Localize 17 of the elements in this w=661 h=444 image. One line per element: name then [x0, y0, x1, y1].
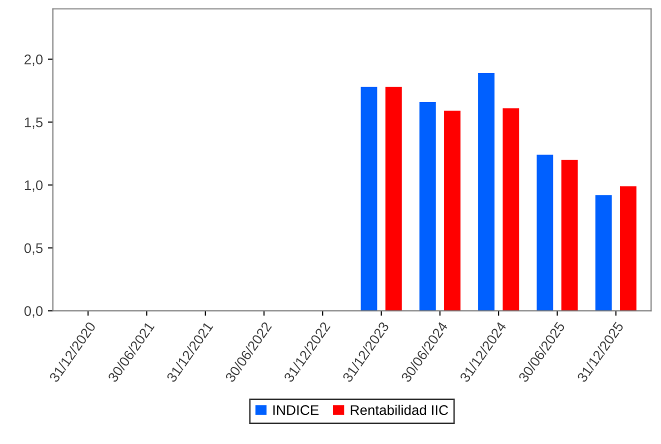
- bar: [502, 108, 520, 311]
- y-tick-label: 2,0: [24, 54, 43, 66]
- bar: [561, 160, 578, 311]
- bar: [360, 86, 378, 311]
- y-tick-label: 0,5: [24, 243, 43, 255]
- y-tick-label: 1,0: [24, 180, 43, 192]
- bar: [385, 86, 402, 311]
- legend-label: INDICE: [273, 405, 319, 416]
- y-tick-label: 0,0: [24, 306, 43, 318]
- bar: [620, 186, 636, 311]
- y-tick-label: 1,5: [24, 118, 43, 129]
- bar: [419, 102, 436, 311]
- bar: [595, 195, 612, 311]
- bar: [536, 154, 554, 311]
- bar: [444, 110, 460, 311]
- legend-label: Rentabilidad IIC: [350, 404, 448, 416]
- bar: [478, 73, 494, 311]
